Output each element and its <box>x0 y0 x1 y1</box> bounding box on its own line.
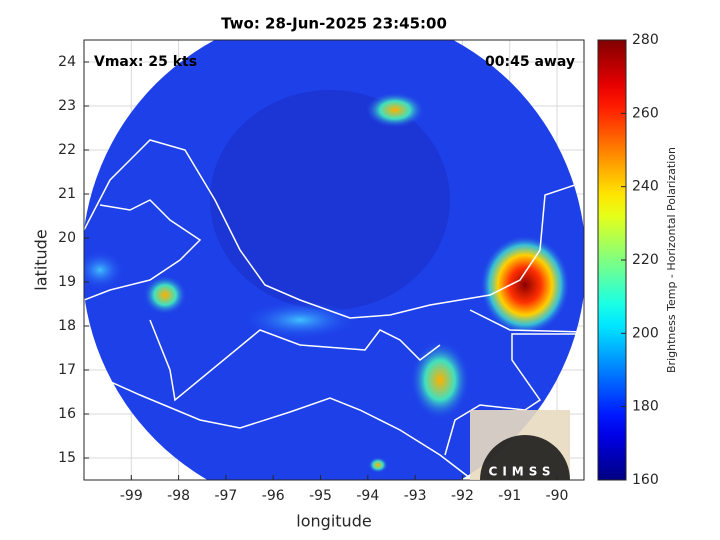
y-tick-label: 20 <box>58 230 76 246</box>
colorbar-tick-label: 220 <box>632 252 659 268</box>
colorbar-tick-label: 180 <box>632 399 659 415</box>
y-tick-label: 22 <box>58 142 76 158</box>
y-tick-label: 15 <box>58 450 76 466</box>
y-axis-label: latitude <box>32 229 51 290</box>
colorbar-tick-label: 260 <box>632 105 659 121</box>
logo-text: CIMSS <box>489 465 556 479</box>
y-tick-label: 24 <box>58 54 76 70</box>
x-tick-label: -97 <box>214 488 237 504</box>
y-tick-label: 18 <box>58 318 76 334</box>
logo: CIMSS <box>470 410 570 480</box>
x-axis-label: longitude <box>296 512 371 531</box>
y-tick-label: 21 <box>58 186 76 202</box>
annotation: 00:45 away <box>485 54 575 70</box>
x-tick-label: -95 <box>309 488 332 504</box>
x-tick-label: -98 <box>167 488 190 504</box>
satellite-swath <box>84 40 584 480</box>
colorbar-tick-label: 240 <box>632 179 659 195</box>
y-tick-label: 16 <box>58 406 76 422</box>
x-tick-label: -90 <box>546 488 569 504</box>
x-tick-label: -92 <box>451 488 474 504</box>
x-tick-label: -94 <box>356 488 379 504</box>
y-tick-label: 17 <box>58 362 76 378</box>
x-tick-label: -96 <box>262 488 285 504</box>
y-tick-label: 19 <box>58 274 76 290</box>
colorbar-tick-label: 280 <box>632 32 659 48</box>
x-tick-label: -99 <box>120 488 143 504</box>
annotation: Vmax: 25 kts <box>94 54 197 70</box>
x-tick-label: -93 <box>404 488 427 504</box>
chart-title: Two: 28-Jun-2025 23:45:00 <box>221 15 447 33</box>
colorbar-label: Brightness Temp - Horizontal Polarizatio… <box>665 147 678 373</box>
colorbar-tick-label: 200 <box>632 325 659 341</box>
x-tick-label: -91 <box>498 488 521 504</box>
plot-frame <box>83 39 585 481</box>
colorbar-tick-label: 160 <box>632 472 659 488</box>
y-tick-label: 23 <box>58 98 76 114</box>
